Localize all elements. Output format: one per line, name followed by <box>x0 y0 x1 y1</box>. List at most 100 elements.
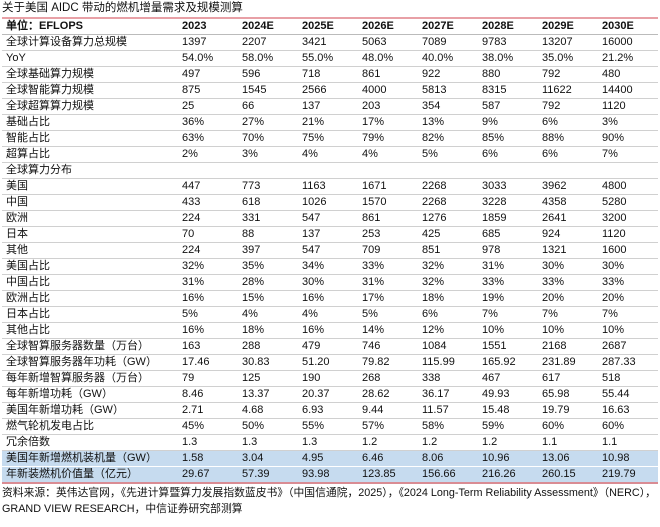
table-cell: 618 <box>238 194 298 211</box>
table-cell: 55.44 <box>598 386 658 403</box>
table-cell: 1570 <box>358 194 418 211</box>
table-cell: 861 <box>358 66 418 83</box>
table-cell: 30% <box>538 258 598 275</box>
table-cell: 861 <box>358 210 418 227</box>
table-row: 超算占比 2% 3% 4% 4% 5% 6% 6% 7% <box>2 146 658 163</box>
table-cell: 746 <box>358 338 418 355</box>
table-cell: 125 <box>238 370 298 387</box>
table-cell: 596 <box>238 66 298 83</box>
table-cell: 19.79 <box>538 402 598 419</box>
table-cell: 33% <box>598 274 658 291</box>
table-cell: 11622 <box>538 82 598 99</box>
table-row: 全球智算服务器数量（万台） 163 288 479 746 1084 1551 2168 268… <box>2 338 658 355</box>
table-cell: 2207 <box>238 34 298 51</box>
table-cell: 1.2 <box>478 434 538 451</box>
table-cell: 82% <box>418 130 478 147</box>
table-cell: 8315 <box>478 82 538 99</box>
row-label: 日本 <box>2 226 178 243</box>
table-cell: 922 <box>418 66 478 83</box>
table-cell: 66 <box>238 98 298 115</box>
table-cell: 1671 <box>358 178 418 195</box>
table-cell: 792 <box>538 98 598 115</box>
table-cell: 13207 <box>538 34 598 51</box>
table-row: 燃气轮机发电占比 45% 50% 55% 57% 58% 59% 60% 60% <box>2 418 658 435</box>
table-cell: 2.71 <box>178 402 238 419</box>
table-cell: 30% <box>298 274 358 291</box>
table-cell: 978 <box>478 242 538 259</box>
table-cell: 14% <box>358 322 418 339</box>
table-cell: 231.89 <box>538 354 598 371</box>
table-cell: 260.15 <box>538 466 598 484</box>
table-cell: 617 <box>538 370 598 387</box>
table-cell: 4% <box>298 146 358 163</box>
table-cell: 15.48 <box>478 402 538 419</box>
table-row: 中国 433 618 1026 1570 2268 3228 4358 5280 <box>2 194 658 211</box>
table-cell: 31% <box>178 274 238 291</box>
table-cell: 5063 <box>358 34 418 51</box>
table-cell: 30% <box>598 258 658 275</box>
table-cell: 4% <box>298 306 358 323</box>
table-cell: 3% <box>598 114 658 131</box>
table-cell: 1.2 <box>418 434 478 451</box>
table-cell: 38.0% <box>478 50 538 67</box>
table-cell: 36% <box>178 114 238 131</box>
table-cell: 16% <box>298 322 358 339</box>
column-header: 2028E <box>478 17 538 35</box>
table-cell: 33% <box>358 258 418 275</box>
row-label: 燃气轮机发电占比 <box>2 418 178 435</box>
row-label: 美国占比 <box>2 258 178 275</box>
table-cell: 25 <box>178 98 238 115</box>
table-cell: 6.46 <box>358 450 418 467</box>
table-cell: 6% <box>478 146 538 163</box>
table-cell: 4000 <box>358 82 418 99</box>
unit-header: 单位：EFLOPS <box>2 17 178 35</box>
table-cell: 10% <box>598 322 658 339</box>
table-cell: 1026 <box>298 194 358 211</box>
table-cell: 1.1 <box>598 434 658 451</box>
table-cell: 5% <box>358 306 418 323</box>
table-cell: 9% <box>478 114 538 131</box>
table-cell: 3033 <box>478 178 538 195</box>
row-label: 欧洲 <box>2 210 178 227</box>
table-cell: 497 <box>178 66 238 83</box>
table-cell: 7089 <box>418 34 478 51</box>
column-header: 2030E <box>598 17 658 35</box>
table-cell: 137 <box>298 98 358 115</box>
table-cell: 57.39 <box>238 466 298 484</box>
row-label: 全球超算算力规模 <box>2 98 178 115</box>
table-cell: 190 <box>298 370 358 387</box>
column-header: 2025E <box>298 17 358 35</box>
table-cell: 6% <box>418 306 478 323</box>
table-cell <box>238 162 298 179</box>
table-row: 智能占比 63% 70% 75% 79% 82% 85% 88% 90% <box>2 130 658 147</box>
table-cell: 709 <box>358 242 418 259</box>
column-header: 2027E <box>418 17 478 35</box>
table-cell: 6% <box>538 114 598 131</box>
table-row: 其他 224 397 547 709 851 978 1321 1600 <box>2 242 658 259</box>
table-cell: 224 <box>178 210 238 227</box>
table-cell: 5813 <box>418 82 478 99</box>
table-cell: 35% <box>238 258 298 275</box>
table-cell: 773 <box>238 178 298 195</box>
table-cell: 1600 <box>598 242 658 259</box>
table-cell: 50% <box>238 418 298 435</box>
row-label: 中国占比 <box>2 274 178 291</box>
table-cell: 3.04 <box>238 450 298 467</box>
table-cell: 165.92 <box>478 354 538 371</box>
table-cell: 21.2% <box>598 50 658 67</box>
table-cell: 8.46 <box>178 386 238 403</box>
table-row: 美国 447 773 1163 1671 2268 3033 3962 4800 <box>2 178 658 195</box>
table-cell: 88% <box>538 130 598 147</box>
table-row: 全球智能算力规模 875 1545 2566 4000 5813 8315 11622 1440… <box>2 82 658 99</box>
forecast-table: 单位：EFLOPS 2023 2024E 2025E 2026E 2027E 2028E 20… <box>2 17 658 484</box>
table-cell: 20% <box>598 290 658 307</box>
table-cell: 587 <box>478 98 538 115</box>
table-cell: 1163 <box>298 178 358 195</box>
column-header: 2024E <box>238 17 298 35</box>
table-cell: 20% <box>538 290 598 307</box>
table-cell: 31% <box>358 274 418 291</box>
table-cell: 875 <box>178 82 238 99</box>
table-cell: 15% <box>238 290 298 307</box>
table-cell: 16% <box>178 322 238 339</box>
table-cell: 28% <box>238 274 298 291</box>
